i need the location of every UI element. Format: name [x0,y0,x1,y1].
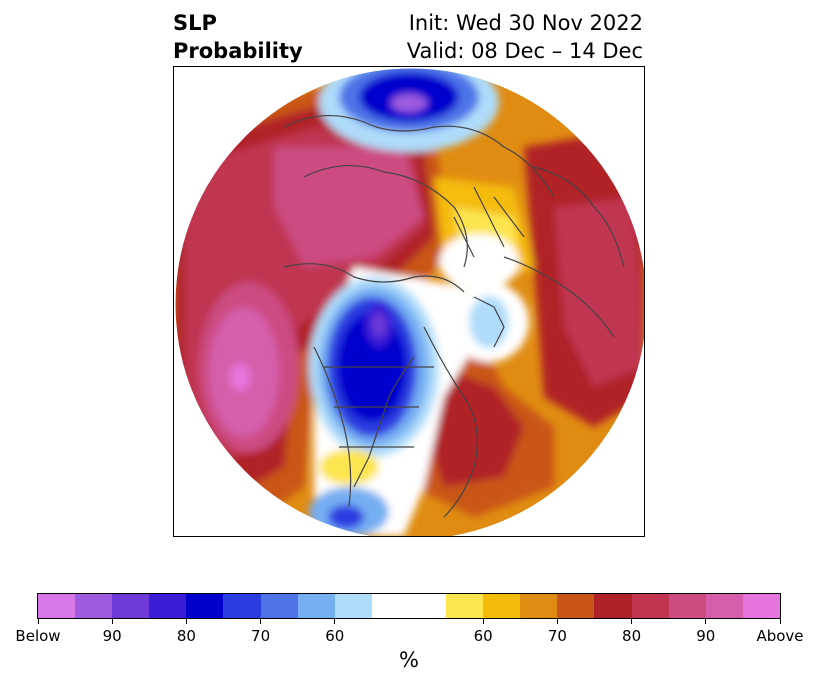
coastlines [283,115,625,518]
forecast-dates: Init: Wed 30 Nov 2022 Valid: 08 Dec – 14… [407,9,643,65]
colorbar-tick [631,619,633,624]
colorbar-below-5 [223,594,261,618]
colorbar-tick [556,619,558,624]
colorbar-tick-label: 60 [325,627,345,645]
colorbar-above-0 [446,594,484,618]
colorbar-unit: % [399,648,419,672]
colorbar-tick [482,619,484,624]
colorbar-tick [111,619,113,624]
colorbar-tick [37,619,39,624]
colorbar-tick-label: 60 [473,627,493,645]
polar-map [173,66,645,537]
colorbar [37,593,781,619]
colorbar-below-1 [75,594,113,618]
init-date: Init: Wed 30 Nov 2022 [408,11,643,35]
colorbar-above-6 [668,594,706,618]
colorbar-below-6 [260,594,298,618]
colorbar-below-3 [149,594,187,618]
title-product: Probability [173,39,303,63]
colorbar-above-3 [557,594,595,618]
colorbar-tick-label: Below [15,627,61,645]
colorbar-tick [705,619,707,624]
colorbar-tick [260,619,262,624]
colorbar-tick [334,619,336,624]
valid-range: Valid: 08 Dec – 14 Dec [406,39,643,63]
colorbar-tick-label: 90 [102,627,122,645]
colorbar-above-1 [483,594,521,618]
colorbar-tick-label: Above [756,627,804,645]
colorbar-tick [185,619,187,624]
colorbar-neutral [371,594,447,618]
map-title: SLP Probability [173,9,303,65]
colorbar-above-7 [705,594,743,618]
probability-map [174,67,644,536]
colorbar-tick-label: 80 [622,627,642,645]
colorbar-above-5 [631,594,669,618]
colorbar-above-2 [520,594,558,618]
colorbar-below-4 [186,594,224,618]
colorbar-below-0 [38,594,76,618]
colorbar-tick-label: 80 [176,627,196,645]
colorbar-below-8 [334,594,372,618]
colorbar-below-7 [297,594,335,618]
colorbar-above-4 [594,594,632,618]
colorbar-tick-label: 90 [696,627,716,645]
colorbar-tick-label: 70 [547,627,567,645]
title-variable: SLP [173,11,217,35]
colorbar-tick [779,619,781,624]
colorbar-below-2 [112,594,150,618]
colorbar-tick-label: 70 [251,627,271,645]
colorbar-above-8 [742,594,780,618]
